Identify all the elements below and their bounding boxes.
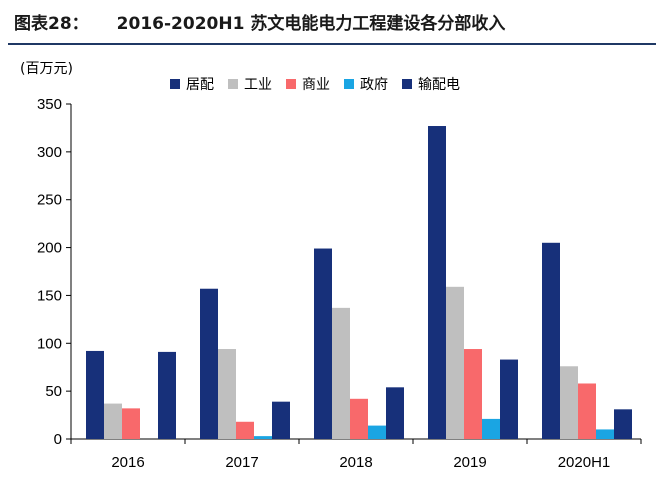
- bar-居配-2020H1: [542, 242, 560, 439]
- y-tick-label: 100: [37, 335, 62, 352]
- bar-输配电-2020H1: [614, 409, 632, 439]
- y-tick-label: 150: [37, 287, 62, 304]
- x-tick-label: 2016: [111, 454, 144, 471]
- bar-商业-2020H1: [578, 383, 596, 439]
- figure-label: 图表28：: [14, 14, 89, 34]
- bar-政府-2018: [368, 425, 386, 439]
- y-tick-label: 300: [37, 144, 62, 161]
- legend-item: 居配: [170, 74, 214, 94]
- legend-item: 输配电: [402, 74, 460, 94]
- bar-政府-2019: [482, 418, 500, 439]
- figure-title: 图表28： 2016-2020H1 苏文电能电力工程建设各分部收入: [14, 9, 505, 34]
- bar-商业-2017: [236, 421, 254, 439]
- x-tick-label: 2018: [339, 454, 372, 471]
- bar-输配电-2019: [500, 359, 518, 439]
- legend-swatch: [170, 79, 180, 89]
- bar-工业-2016: [104, 403, 122, 439]
- title-divider: [8, 43, 656, 45]
- x-tick-label: 2019: [453, 454, 486, 471]
- bar-政府-2020H1: [596, 429, 614, 439]
- bar-商业-2018: [350, 398, 368, 439]
- bar-商业-2019: [464, 349, 482, 439]
- chart-legend: 居配 工业 商业 政府 输配电: [170, 74, 474, 94]
- chart-title: 2016-2020H1 苏文电能电力工程建设各分部收入: [116, 14, 506, 34]
- bar-输配电-2018: [386, 387, 404, 439]
- legend-label: 政府: [360, 77, 388, 93]
- bar-居配-2016: [86, 350, 104, 439]
- y-axis-unit: (百万元): [20, 61, 73, 77]
- legend-item: 商业: [286, 74, 330, 94]
- legend-label: 居配: [186, 77, 214, 93]
- legend-label: 商业: [302, 77, 330, 93]
- bar-居配-2017: [200, 288, 218, 439]
- legend-swatch: [402, 79, 412, 89]
- bar-居配-2019: [428, 126, 446, 439]
- legend-item: 政府: [344, 74, 388, 94]
- y-tick-label: 250: [37, 192, 62, 209]
- legend-swatch: [228, 79, 238, 89]
- y-tick-label: 50: [45, 383, 62, 400]
- legend-label: 输配电: [418, 77, 460, 93]
- bar-输配电-2017: [272, 401, 290, 439]
- legend-item: 工业: [228, 74, 272, 94]
- bar-居配-2018: [314, 248, 332, 439]
- bar-工业-2019: [446, 286, 464, 439]
- bar-工业-2018: [332, 307, 350, 439]
- x-tick-label: 2020H1: [558, 454, 611, 471]
- bar-工业-2020H1: [560, 366, 578, 439]
- y-tick-label: 200: [37, 240, 62, 257]
- y-tick-label: 350: [37, 96, 62, 113]
- x-tick-label: 2017: [225, 454, 258, 471]
- y-tick-label: 0: [54, 431, 62, 448]
- bar-商业-2016: [122, 408, 140, 439]
- legend-swatch: [286, 79, 296, 89]
- bar-政府-2017: [254, 436, 272, 439]
- bar-输配电-2016: [158, 351, 176, 439]
- legend-swatch: [344, 79, 354, 89]
- legend-label: 工业: [244, 77, 272, 93]
- bar-工业-2017: [218, 349, 236, 439]
